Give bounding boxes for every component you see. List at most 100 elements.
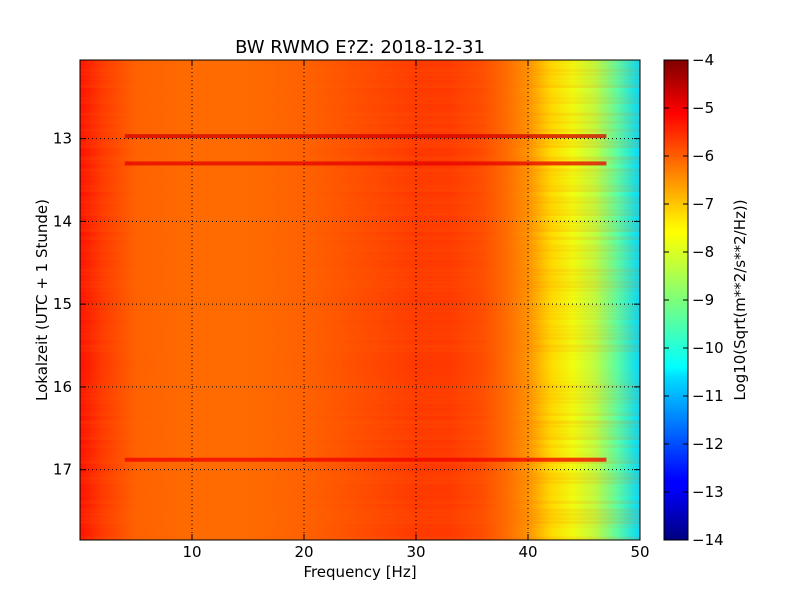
spectrogram-row — [80, 80, 640, 85]
spectrogram-row — [80, 360, 640, 365]
spectrogram-row — [80, 236, 640, 241]
spectrogram-row — [80, 412, 640, 417]
spectrogram-row — [80, 212, 640, 217]
x-tick-label: 20 — [294, 543, 313, 561]
spectrogram-row — [80, 400, 640, 405]
spectrogram-row — [80, 72, 640, 77]
spectrogram-row — [80, 372, 640, 377]
colorbar-tick-label: −8 — [692, 243, 714, 261]
spectrogram-row — [80, 388, 640, 393]
spectrogram-row — [80, 324, 640, 329]
spectrogram-row — [80, 224, 640, 229]
spectrogram-row — [80, 116, 640, 121]
spectrogram-row — [80, 504, 640, 509]
spectrogram-row — [80, 88, 640, 93]
spectrogram-row — [80, 492, 640, 497]
spectrogram-row — [80, 200, 640, 205]
colorbar-label: Log10(Sqrt(m**2/s**2/Hz)) — [731, 199, 749, 400]
spectrogram-row — [80, 140, 640, 145]
spectrogram-row — [80, 204, 640, 209]
spectrogram-row — [80, 376, 640, 381]
colorbar-tick-label: −7 — [692, 195, 714, 213]
spectrogram-row — [80, 272, 640, 277]
spectrogram-row — [80, 408, 640, 413]
spectrogram-row — [80, 440, 640, 445]
y-tick-label: 15 — [53, 295, 72, 313]
spectrogram-row — [80, 448, 640, 453]
spectrogram-row — [80, 280, 640, 285]
spectrogram-row — [80, 496, 640, 501]
spectrogram-row — [80, 104, 640, 109]
spectrogram-row — [80, 144, 640, 149]
colorbar-tick-label: −4 — [692, 51, 714, 69]
spectrogram-row — [80, 332, 640, 337]
spectrogram-row — [80, 508, 640, 513]
y-tick-label: 17 — [53, 461, 72, 479]
spectrogram-row — [80, 120, 640, 125]
spectrogram-row — [80, 84, 640, 89]
spectrogram-row — [80, 396, 640, 401]
chart-title: BW RWMO E?Z: 2018-12-31 — [235, 37, 485, 58]
spectrogram-row — [80, 296, 640, 301]
spectrogram-row — [80, 100, 640, 105]
colorbar-tick-label: −9 — [692, 291, 714, 309]
spectrogram-row — [80, 96, 640, 101]
spectrogram-row — [80, 164, 640, 169]
spectrogram-row — [80, 220, 640, 225]
spectrogram-row — [80, 476, 640, 481]
spectrogram-row — [80, 480, 640, 485]
heatmap-rows — [80, 60, 640, 540]
spectrogram-row — [80, 268, 640, 273]
spectrogram-row — [80, 516, 640, 521]
spectrogram-row — [80, 484, 640, 489]
spectrogram-row — [80, 512, 640, 517]
spectrogram-row — [80, 420, 640, 425]
spectrogram-row — [80, 312, 640, 317]
y-tick-label: 14 — [53, 212, 72, 230]
spectrogram-row — [80, 208, 640, 213]
spectrogram-row — [80, 264, 640, 269]
spectrogram-row — [80, 276, 640, 281]
spectrogram-row — [80, 340, 640, 345]
heatmap-bands — [124, 134, 607, 462]
spectrogram-row — [80, 156, 640, 161]
y-tick-label: 16 — [53, 378, 72, 396]
spectrogram-row — [80, 216, 640, 221]
colorbar-tick-label: −13 — [692, 483, 724, 501]
spectrogram-row — [80, 452, 640, 457]
spectrogram-row — [80, 284, 640, 289]
spectrogram-row — [80, 316, 640, 321]
x-tick-label: 50 — [630, 543, 649, 561]
heatmap-area — [80, 60, 640, 540]
spectrogram-row — [80, 424, 640, 429]
x-tick-label: 10 — [182, 543, 201, 561]
spectrogram-row — [80, 228, 640, 233]
spectrogram-row — [80, 344, 640, 349]
plot-frame — [79, 59, 641, 541]
spectrogram-row — [80, 148, 640, 153]
spectrogram-row — [80, 500, 640, 505]
spectrogram-row — [80, 176, 640, 181]
spectrogram-row — [80, 460, 640, 465]
spectrogram-row — [80, 392, 640, 397]
spectrogram-row — [80, 356, 640, 361]
grid-lines — [80, 60, 640, 540]
spectrogram-row — [80, 180, 640, 185]
spectrogram-row — [80, 240, 640, 245]
spectrogram-row — [80, 444, 640, 449]
x-axis-label: Frequency [Hz] — [303, 563, 416, 581]
y-tick-label: 13 — [53, 130, 72, 148]
spectrogram-row — [80, 260, 640, 265]
spectrogram-row — [80, 532, 640, 537]
spectrogram-band — [124, 134, 607, 139]
spectrogram-row — [80, 536, 640, 540]
colorbar-tick-label: −11 — [692, 387, 724, 405]
spectrogram-row — [80, 168, 640, 173]
y-axis-ticks: 13 14 15 16 17 — [53, 130, 640, 479]
spectrogram-row — [80, 416, 640, 421]
spectrogram-row — [80, 152, 640, 157]
spectrogram-row — [80, 404, 640, 409]
spectrogram-row — [80, 192, 640, 197]
spectrogram-row — [80, 288, 640, 293]
